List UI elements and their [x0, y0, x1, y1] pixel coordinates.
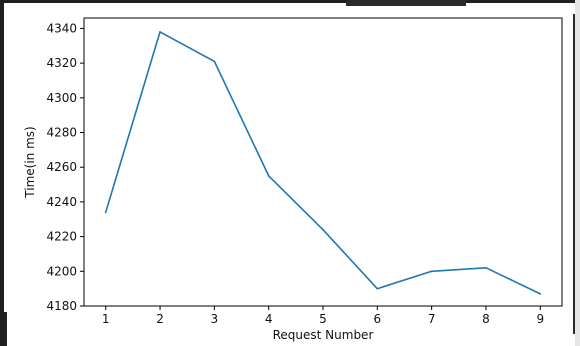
y-tick-label: 4260 — [46, 160, 77, 174]
y-tick-label: 4220 — [46, 230, 77, 244]
x-tick-label: 7 — [428, 312, 436, 326]
y-tick-label: 4180 — [46, 299, 77, 313]
data-point — [104, 211, 107, 214]
data-point — [213, 60, 216, 63]
data-point — [267, 174, 270, 177]
data-point — [539, 292, 542, 295]
y-tick-label: 4200 — [46, 264, 77, 278]
window-left-border — [0, 0, 4, 346]
window-right-edge — [575, 0, 580, 346]
x-axis-label: Request Number — [273, 328, 374, 342]
y-axis: 4180 4200 4220 4240 4260 4280 4300 4320 4340 — [46, 21, 84, 313]
x-tick-label: 6 — [373, 312, 381, 326]
y-tick-label: 4280 — [46, 126, 77, 140]
x-tick-label: 4 — [265, 312, 273, 326]
y-tick-label: 4340 — [46, 21, 77, 35]
window-right-border — [573, 14, 575, 334]
y-axis-label: Time(in ms) — [23, 126, 37, 198]
x-axis: 1 2 3 4 5 6 7 8 9 — [102, 306, 544, 326]
window-corner — [0, 312, 7, 346]
window-top-edge — [346, 0, 466, 6]
x-tick-label: 5 — [319, 312, 327, 326]
series-layer — [104, 30, 542, 295]
window-top-border — [0, 0, 580, 3]
x-tick-label: 1 — [102, 312, 110, 326]
x-tick-label: 2 — [156, 312, 164, 326]
data-point — [430, 270, 433, 273]
data-point — [322, 228, 324, 231]
plot-area — [83, 17, 563, 307]
data-point — [485, 266, 487, 269]
y-tick-label: 4320 — [46, 56, 77, 70]
x-tick-label: 8 — [482, 312, 490, 326]
data-point — [376, 287, 379, 290]
data-point — [159, 30, 161, 33]
series-line — [104, 31, 541, 295]
y-tick-label: 4300 — [46, 91, 77, 105]
y-tick-label: 4240 — [46, 195, 77, 209]
x-tick-label: 3 — [211, 312, 219, 326]
x-tick-label: 9 — [536, 312, 544, 326]
